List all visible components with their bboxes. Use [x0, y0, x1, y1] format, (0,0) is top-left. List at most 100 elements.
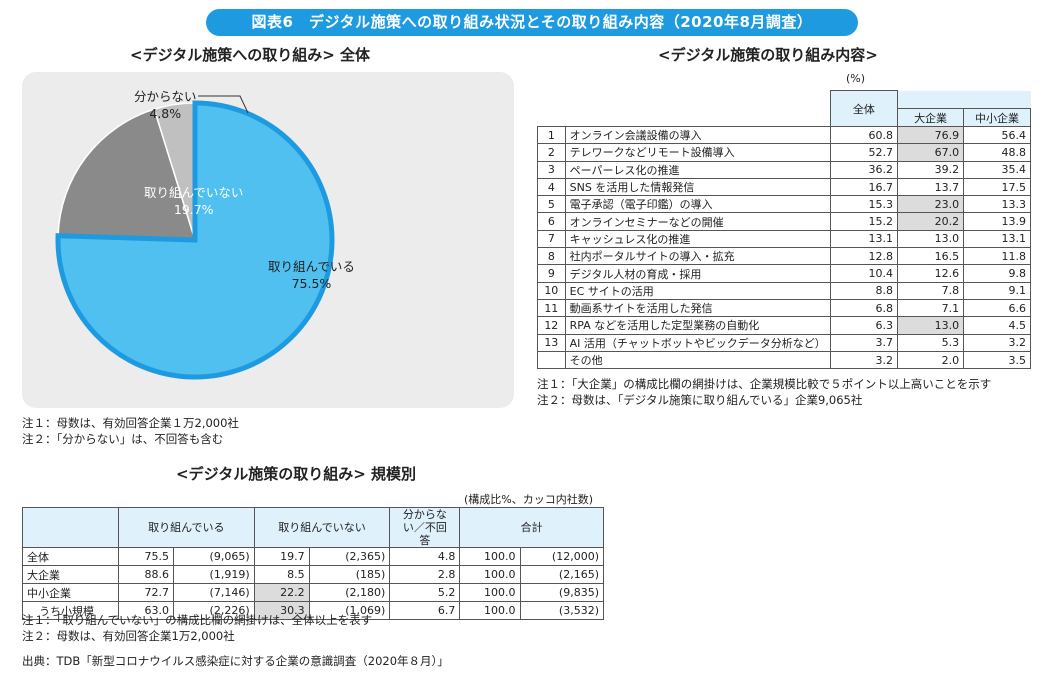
- table-row: 12 RPA などを活用した定型業務の自動化 6.3 13.0 4.5: [537, 316, 1031, 335]
- table-row: 6 オンラインセミナーなどの開催 15.2 20.2 13.9: [537, 212, 1031, 231]
- row-large: 2.0: [897, 350, 965, 370]
- row-overall: 15.2: [829, 212, 899, 231]
- scale-table-body: 全体 75.5 (9,065) 19.7 (2,365) 4.8 100.0 (12,000)…: [22, 547, 605, 620]
- scale-row-doing-count: (2,226): [173, 601, 255, 620]
- slice-doing-name: 取り組んでいる: [268, 259, 355, 274]
- table-row: 全体 75.5 (9,065) 19.7 (2,365) 4.8 100.0 (12,000): [22, 547, 605, 566]
- row-sme: 56.4: [963, 125, 1031, 145]
- row-sme: 9.1: [963, 281, 1031, 300]
- row-sme: 13.9: [963, 212, 1031, 231]
- scale-row-doing-count: (7,146): [173, 583, 255, 602]
- scale-row-doing-count: (1,919): [173, 565, 255, 584]
- row-number: 6: [537, 212, 566, 231]
- row-sme: 17.5: [963, 177, 1031, 197]
- scale-row-label: 全体: [22, 547, 119, 566]
- scale-row-unknown: 2.8: [389, 565, 461, 584]
- row-large: 13.7: [897, 177, 965, 197]
- scale-header-total: 合計: [459, 507, 604, 548]
- scale-row-total: 100.0: [459, 601, 521, 620]
- scale-row-unknown: 6.7: [389, 601, 461, 620]
- table-row: 5 電子承認（電子印鑑）の導入 15.3 23.0 13.3: [537, 195, 1031, 214]
- scale-row-total-count: (9,835): [519, 583, 605, 602]
- table-row: 中小企業 72.7 (7,146) 22.2 (2,180) 5.2 100.0 (9,835…: [22, 583, 605, 602]
- row-overall: 3.2: [829, 350, 899, 370]
- scale-table: 取り組んでいる 取り組んでいない 分からない／不回答 合計 全体 75.5 (9,0…: [22, 507, 605, 620]
- row-large: 13.0: [897, 316, 965, 335]
- row-overall: 8.8: [829, 281, 899, 300]
- row-overall: 16.7: [829, 177, 899, 197]
- scale-row-label: うち小規模: [22, 601, 119, 620]
- header-overall: 全体: [829, 90, 899, 127]
- row-sme: 3.5: [963, 350, 1031, 370]
- row-item: 電子承認（電子印鑑）の導入: [564, 195, 831, 214]
- row-item: RPA などを活用した定型業務の自動化: [564, 316, 831, 335]
- row-large: 5.3: [897, 333, 965, 352]
- table-row: その他 3.2 2.0 3.5: [537, 350, 1031, 370]
- row-large: 67.0: [897, 143, 965, 162]
- figure-title: 図表6 デジタル施策への取り組み状況とその取り組み内容（2020年8月調査）: [206, 9, 858, 36]
- row-number: 3: [537, 160, 566, 179]
- scale-row-total: 100.0: [459, 565, 521, 584]
- slice-label-doing: 取り組んでいる 75.5%: [268, 258, 355, 292]
- row-item: SNS を活用した情報発信: [564, 177, 831, 197]
- scale-row-total: 100.0: [459, 547, 521, 566]
- scale-row-total-count: (12,000): [519, 547, 605, 566]
- scale-row-unknown: 4.8: [389, 547, 461, 566]
- content-table: 全体 大企業 中小企業 1 オンライン会議設備の導入 60.8 76.9 56.4 2 テレ…: [537, 90, 1031, 370]
- slice-unknown-name: 分からない: [134, 89, 197, 104]
- row-overall: 10.4: [829, 264, 899, 283]
- row-sme: 35.4: [963, 160, 1031, 179]
- table-row: 10 EC サイトの活用 8.8 7.8 9.1: [537, 281, 1031, 300]
- slice-label-not-doing: 取り組んでいない 19.7%: [144, 184, 243, 218]
- row-item: オンラインセミナーなどの開催: [564, 212, 831, 231]
- pie-slice-not-doing: [57, 108, 197, 241]
- table-row: 1 オンライン会議設備の導入 60.8 76.9 56.4: [537, 125, 1031, 145]
- row-item: 動画系サイトを活用した発信: [564, 298, 831, 318]
- header-sme: 中小企業: [963, 108, 1031, 127]
- row-large: 7.1: [897, 298, 965, 318]
- scale-row-doing: 72.7: [117, 583, 175, 602]
- row-large: 16.5: [897, 247, 965, 266]
- scale-row-total-count: (3,532): [519, 601, 605, 620]
- row-item: ペーパーレス化の推進: [564, 160, 831, 179]
- scale-header-blank: [22, 507, 119, 548]
- row-sme: 48.8: [963, 143, 1031, 162]
- slice-label-unknown: 分からない 4.8%: [134, 88, 197, 122]
- row-number: 5: [537, 195, 566, 214]
- scale-row-total: 100.0: [459, 583, 521, 602]
- pie-chart: [55, 95, 335, 380]
- row-number: 13: [537, 333, 566, 352]
- row-sme: 9.8: [963, 264, 1031, 283]
- row-sme: 13.3: [963, 195, 1031, 214]
- row-sme: 11.8: [963, 247, 1031, 266]
- row-sme: 6.6: [963, 298, 1031, 318]
- content-unit: (%): [846, 72, 866, 85]
- row-item: EC サイトの活用: [564, 281, 831, 300]
- table-row: 13 AI 活用（チャットボットやビックデータ分析など） 3.7 5.3 3.2: [537, 333, 1031, 352]
- row-number: 2: [537, 143, 566, 162]
- row-overall: 52.7: [829, 143, 899, 162]
- slice-unknown-value: 4.8%: [149, 106, 182, 121]
- row-large: 20.2: [897, 212, 965, 231]
- content-note-1: 注１：「大企業」の構成比欄の網掛けは、企業規模比較で５ポイント以上高いことを示す: [537, 377, 992, 391]
- pie-note-2: 注２：「分からない」は、不回答も含む: [22, 432, 224, 446]
- table-row: 9 デジタル人材の育成・採用 10.4 12.6 9.8: [537, 264, 1031, 283]
- row-sme: 13.1: [963, 229, 1031, 249]
- row-overall: 6.8: [829, 298, 899, 318]
- row-sme: 3.2: [963, 333, 1031, 352]
- scale-unit: (構成比%、カッコ内社数): [464, 493, 594, 506]
- row-item: キャッシュレス化の推進: [564, 229, 831, 249]
- scale-row-unknown: 5.2: [389, 583, 461, 602]
- row-overall: 60.8: [829, 125, 899, 145]
- row-item: テレワークなどリモート設備導入: [564, 143, 831, 162]
- scale-header-unknown: 分からない／不回答: [389, 507, 461, 548]
- slice-doing-value: 75.5%: [291, 276, 332, 291]
- row-number: 9: [537, 264, 566, 283]
- row-item: デジタル人材の育成・採用: [564, 264, 831, 283]
- table-row: うち小規模 63.0 (2,226) 30.3 (1,069) 6.7 100.0 (3,53…: [22, 601, 605, 620]
- scale-row-not-count: (2,365): [308, 547, 391, 566]
- scale-row-not: 30.3: [253, 601, 310, 620]
- row-number: 12: [537, 316, 566, 335]
- scale-section-title: <デジタル施策の取り組み> 規模別: [176, 465, 417, 483]
- scale-row-not: 22.2: [253, 583, 310, 602]
